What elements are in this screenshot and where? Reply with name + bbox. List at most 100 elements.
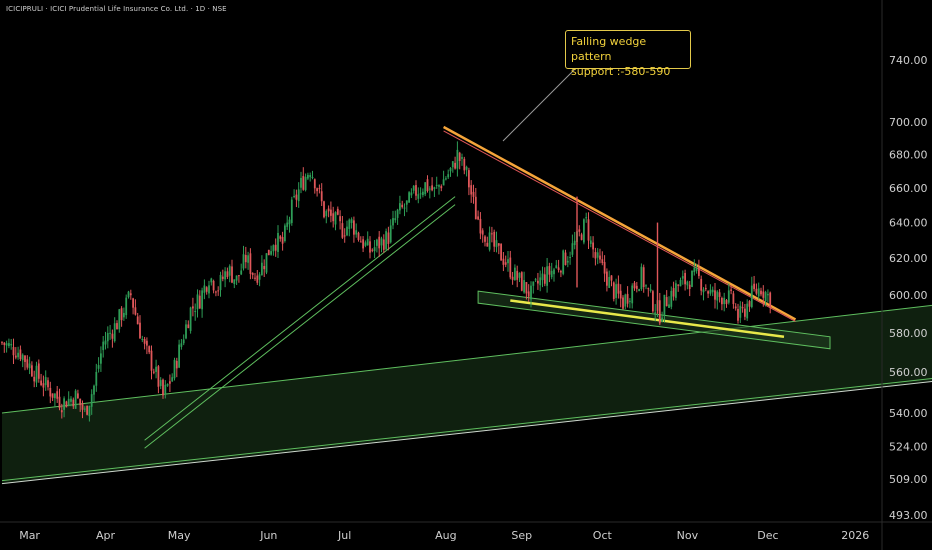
candle-body xyxy=(686,281,689,286)
candle-body xyxy=(403,207,406,209)
candle-body xyxy=(155,366,157,372)
candle-body xyxy=(205,287,208,292)
candle-body xyxy=(757,288,760,297)
candle-body xyxy=(233,279,236,285)
price-tick-label: 620.00 xyxy=(889,252,928,265)
candle-body xyxy=(730,289,732,291)
candle-body xyxy=(265,253,268,273)
candle-body xyxy=(502,258,505,265)
candle-body xyxy=(272,245,275,252)
candle-body xyxy=(753,283,755,290)
candle-body xyxy=(380,238,383,246)
candle-body xyxy=(125,297,128,316)
time-tick-label: Mar xyxy=(19,529,40,542)
candle-body xyxy=(111,333,114,339)
candle-body xyxy=(422,191,424,196)
long-channel-band xyxy=(2,305,932,484)
candle-body xyxy=(357,232,360,240)
candle-body xyxy=(486,242,489,247)
candle-body xyxy=(196,294,199,310)
candle-body xyxy=(97,365,100,369)
candle-body xyxy=(157,366,160,387)
candle-body xyxy=(325,211,328,217)
candle-body xyxy=(26,359,29,368)
candle-body xyxy=(178,344,180,368)
candle-body xyxy=(445,178,447,180)
price-axis[interactable]: 493.00 509.00 524.00 540.00 560.00 580.00 600.… xyxy=(889,54,928,522)
candle-body xyxy=(40,380,42,386)
candle-body xyxy=(249,253,252,274)
candle-body xyxy=(63,398,65,410)
wedge-upper-inner-line xyxy=(443,130,796,322)
candle-body xyxy=(31,365,33,377)
candle-body xyxy=(645,285,647,287)
candle-body xyxy=(468,170,470,188)
price-tick-label: 740.00 xyxy=(889,54,928,67)
candle-body xyxy=(447,174,450,178)
candle-body xyxy=(355,230,358,235)
candle-body xyxy=(734,306,737,309)
rising-channel-line-1 xyxy=(144,196,456,441)
candle-body xyxy=(175,360,178,369)
candle-body xyxy=(77,393,79,399)
candle-body xyxy=(472,191,475,197)
candle-body xyxy=(316,188,318,192)
candle-body xyxy=(695,267,698,271)
candle-body xyxy=(295,194,298,200)
candle-body xyxy=(652,291,654,312)
candle-body xyxy=(711,289,714,293)
candle-body xyxy=(629,300,631,302)
candle-body xyxy=(33,376,36,382)
candle-body xyxy=(684,273,686,285)
candle-body xyxy=(141,338,144,340)
candle-body xyxy=(566,260,569,263)
candle-body xyxy=(647,288,650,290)
candle-body xyxy=(3,342,6,345)
candle-body xyxy=(217,290,220,292)
candle-body xyxy=(189,307,192,331)
candle-body xyxy=(702,289,705,293)
candle-body xyxy=(578,229,581,232)
candle-body xyxy=(440,186,443,189)
candle-body xyxy=(714,290,716,300)
candle-body xyxy=(235,275,238,281)
candle-body xyxy=(353,220,355,235)
candle-body xyxy=(610,275,613,281)
annotation-pointer xyxy=(502,68,576,142)
candle-body xyxy=(129,293,132,296)
annotation-box[interactable]: Falling wedge pattern support :-580-590 xyxy=(565,30,691,78)
candle-body xyxy=(470,185,473,195)
candle-body xyxy=(698,267,700,276)
candle-body xyxy=(58,396,61,408)
candle-body xyxy=(548,266,551,275)
candle-body xyxy=(49,387,52,397)
candle-body xyxy=(497,243,500,246)
candle-body xyxy=(17,352,19,358)
candle-body xyxy=(737,309,739,321)
candle-body xyxy=(143,338,146,344)
candle-body xyxy=(417,194,420,199)
candle-body xyxy=(410,192,413,196)
candle-body xyxy=(343,235,346,237)
candle-body xyxy=(670,290,673,307)
annotation-callout xyxy=(502,68,576,142)
candle-body xyxy=(769,292,772,308)
candle-body xyxy=(304,176,307,191)
candle-body xyxy=(313,179,316,189)
time-tick-label: Aug xyxy=(435,529,456,542)
candle-body xyxy=(707,291,709,294)
candle-body xyxy=(56,391,59,399)
candle-body xyxy=(631,285,634,304)
candle-body xyxy=(560,271,562,273)
candle-body xyxy=(564,252,567,265)
candle-body xyxy=(626,293,629,304)
candle-body xyxy=(366,238,369,246)
candle-body xyxy=(382,239,385,250)
candle-body xyxy=(297,189,300,202)
long-channel-bottom-line xyxy=(1,381,932,485)
time-axis[interactable]: Mar Apr May Jun Jul Aug Sep Oct Nov Dec 2026 xyxy=(19,529,869,542)
candle-body xyxy=(642,267,645,288)
candle-body xyxy=(599,255,601,260)
candle-body xyxy=(118,309,121,330)
